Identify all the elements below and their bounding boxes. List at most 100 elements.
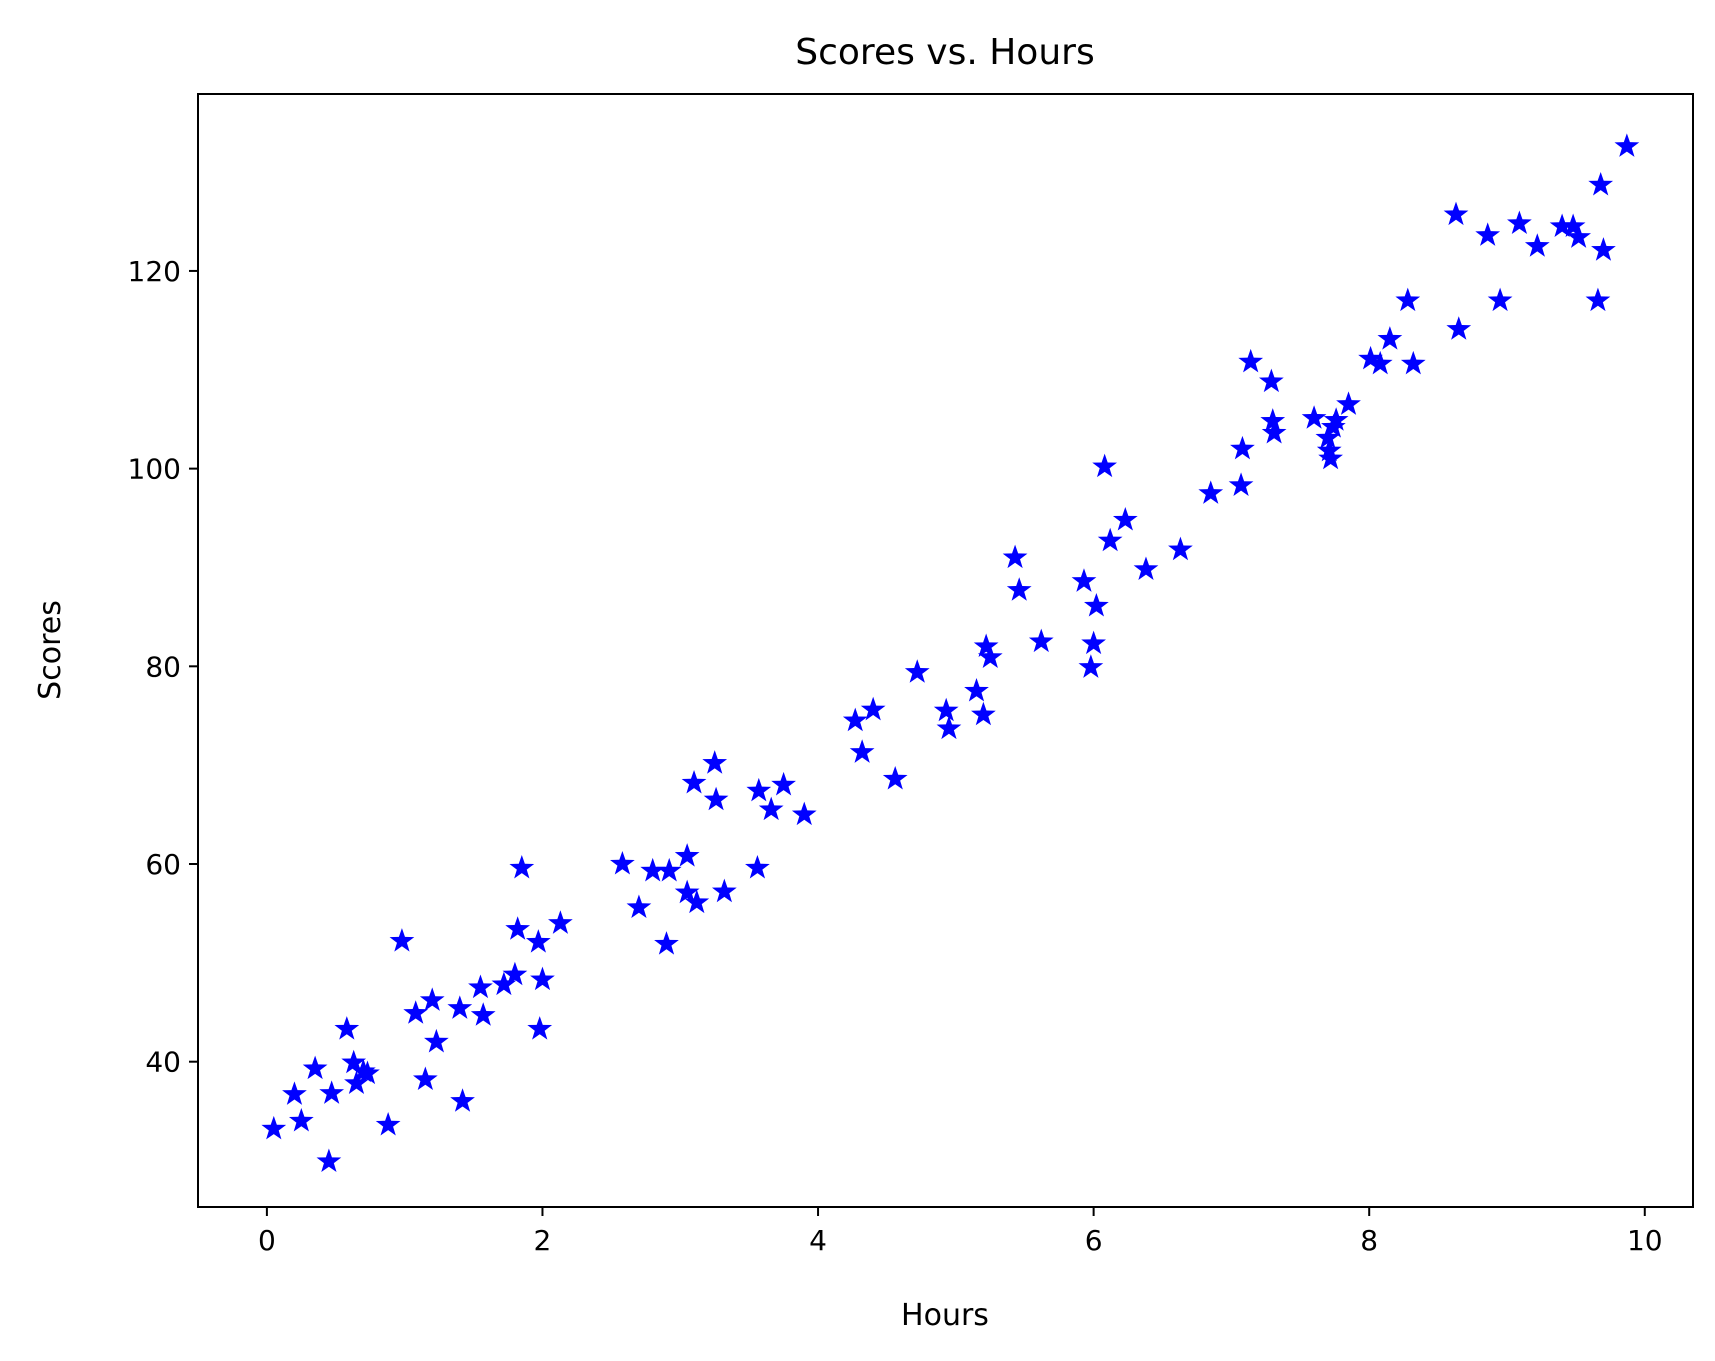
data-point [525,929,551,953]
data-point [904,659,930,683]
data-point [261,1115,287,1140]
x-tick-label: 6 [1085,1224,1103,1257]
data-point [973,633,999,658]
data-point [936,715,962,740]
y-tick-label: 60 [145,848,181,881]
data-point [1238,348,1264,373]
data-point [771,771,796,796]
data-point [1084,593,1109,617]
x-tick-label: 2 [534,1224,552,1257]
data-point [1028,628,1054,653]
data-point [1315,424,1341,449]
data-point [389,928,415,952]
data-point [745,854,770,879]
data-point [1400,350,1426,375]
data-point [1585,287,1611,312]
data-point [1549,213,1575,237]
data-point [1002,544,1028,569]
data-point [375,1111,401,1136]
x-axis-ticks: 0 2 4 6 8 10 [258,1207,1663,1257]
data-point [505,916,531,940]
y-axis-label: Scores [33,600,68,700]
data-point [316,1148,342,1173]
data-point [656,857,682,882]
data-point [626,894,652,919]
data-point [711,878,737,903]
data-point [355,1060,380,1085]
data-point [1358,345,1383,370]
data-point [842,707,868,732]
data-point [1006,577,1032,601]
plot-area [197,93,1694,1208]
data-point [1078,654,1104,678]
data-point [502,961,528,986]
data-point [302,1055,328,1080]
scatter-points [261,133,1640,1173]
data-point [681,769,707,794]
data-point [1071,568,1097,592]
data-point [746,777,772,802]
data-point [654,931,679,955]
data-point [1168,536,1193,561]
data-point [640,857,666,882]
data-point [344,1070,369,1094]
data-point [341,1049,367,1074]
data-point [1507,210,1532,234]
chart-title: Scores vs. Hours [795,32,1094,73]
data-point [1591,237,1616,261]
data-point [403,1000,429,1024]
data-point [1588,171,1614,196]
data-point [971,701,996,726]
data-point [319,1080,345,1104]
data-point [882,766,908,790]
data-point [1198,480,1224,504]
data-point [702,750,728,774]
data-point [1377,326,1403,350]
data-point [703,786,729,811]
y-tick-label: 80 [145,650,181,683]
data-point [1566,224,1591,248]
data-point [548,910,573,934]
data-point [849,739,875,763]
x-tick-label: 0 [258,1224,276,1257]
data-point [977,644,1003,668]
data-point [684,889,710,914]
data-point [288,1108,314,1132]
data-point [1260,408,1286,432]
data-point [1318,445,1343,470]
data-point [1261,420,1287,444]
data-point [419,987,445,1011]
data-point [450,1088,475,1112]
y-axis-ticks: 40 60 80 100 120 [128,255,198,1079]
data-point [1524,233,1550,257]
data-point [1367,350,1393,375]
data-point [470,1002,496,1026]
data-point [1228,472,1254,496]
data-point [1446,316,1472,340]
data-point [1316,437,1342,462]
y-tick-label: 100 [128,453,181,486]
data-point [758,796,784,821]
data-point [1301,405,1327,429]
x-tick-label: 8 [1360,1224,1378,1257]
data-point [933,697,959,722]
data-point [468,974,493,999]
x-axis-label: Hours [901,1298,989,1333]
data-point [1081,630,1106,655]
data-point [412,1066,438,1091]
data-point [530,966,555,991]
data-point [447,995,473,1019]
data-point [964,678,989,702]
data-point [1092,453,1118,478]
data-point [282,1081,307,1105]
data-point [1133,556,1159,580]
data-point [1336,391,1361,415]
data-point [1112,507,1138,531]
data-point [491,971,517,996]
data-point [1259,368,1284,393]
data-point [424,1028,449,1053]
y-tick-label: 120 [128,255,181,288]
data-point [334,1016,360,1040]
data-point [860,696,886,721]
